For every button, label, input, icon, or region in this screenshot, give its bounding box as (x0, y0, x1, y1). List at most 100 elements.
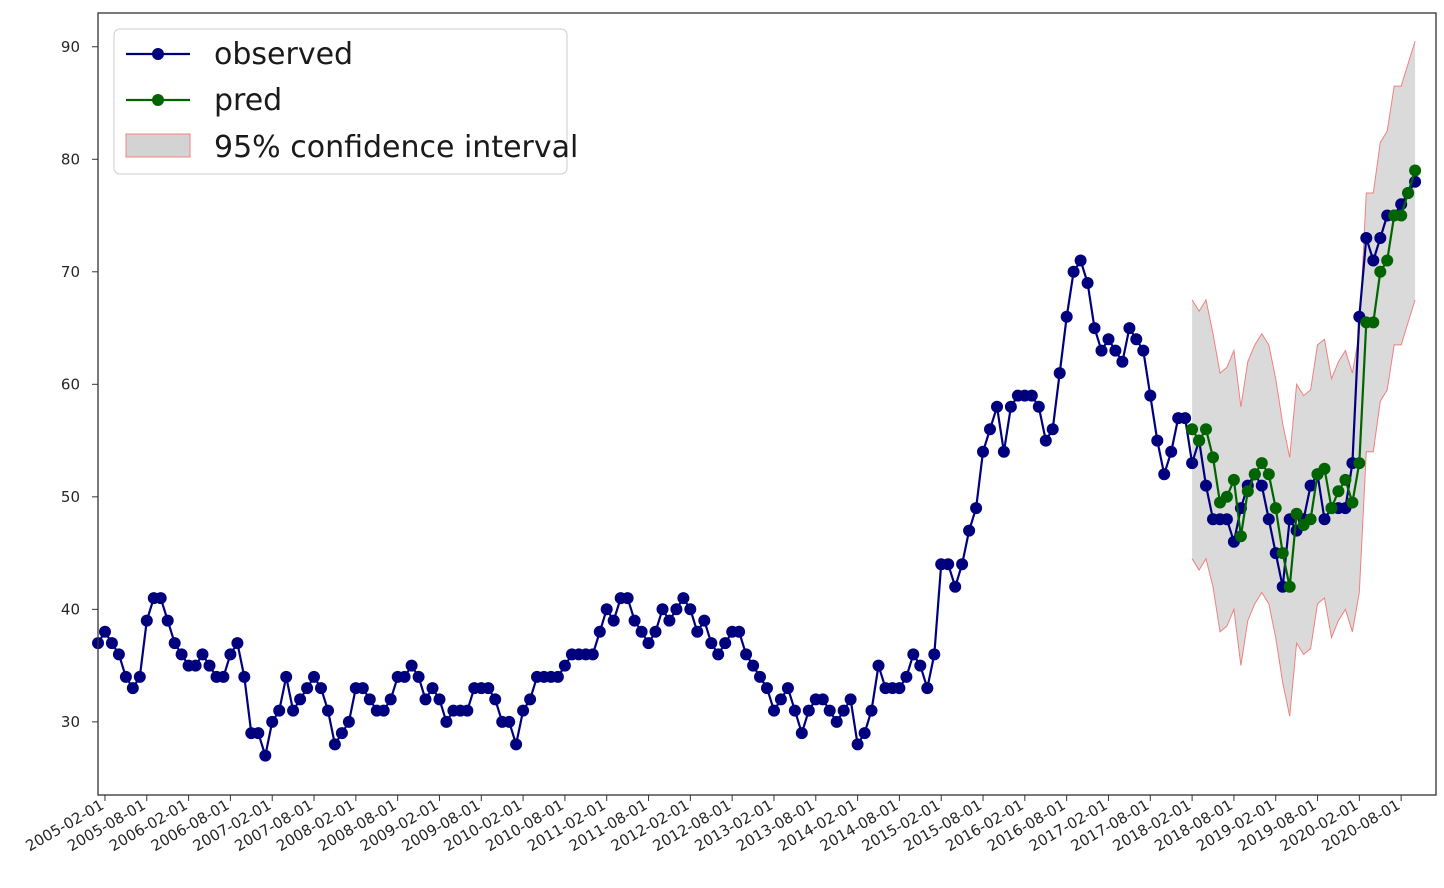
data-point-observed (342, 715, 355, 728)
data-point-observed (1179, 412, 1192, 425)
data-point-pred (1276, 547, 1289, 560)
legend-ci-patch (125, 133, 191, 158)
data-point-observed (747, 659, 760, 672)
data-point-observed (956, 558, 969, 571)
data-point-pred (1207, 451, 1219, 464)
data-point-observed (133, 670, 146, 683)
confidence-band-upper-edge (1191, 40, 1416, 458)
data-point-observed (203, 659, 216, 672)
legend-label-observed: observed (214, 37, 353, 72)
data-point-observed (663, 614, 676, 627)
data-point-observed (719, 637, 732, 650)
data-point-observed (1053, 367, 1066, 380)
data-point-pred (1290, 507, 1303, 520)
series-pred (1186, 164, 1422, 593)
data-point-observed (802, 704, 815, 717)
data-point-observed (1074, 254, 1087, 267)
data-point-observed (1046, 423, 1059, 436)
legend-box (113, 28, 568, 175)
confidence-band-layer (1191, 40, 1416, 717)
data-point-observed (754, 670, 766, 683)
data-point-observed (196, 648, 209, 661)
data-point-observed (335, 727, 348, 740)
data-point-observed (942, 558, 955, 571)
data-point-observed (328, 738, 341, 751)
data-point-observed (217, 670, 230, 683)
data-point-observed (259, 749, 272, 762)
data-point-observed (287, 704, 300, 717)
data-point-observed (363, 693, 376, 706)
x-axis: 2005-02-012005-08-012006-02-012006-08-01… (22, 795, 1403, 855)
data-point-observed (649, 625, 662, 638)
data-point-pred (1255, 457, 1268, 470)
data-point-pred (1339, 473, 1352, 486)
data-point-observed (984, 423, 996, 436)
data-point-pred (1262, 468, 1275, 481)
data-point-observed (384, 693, 397, 706)
data-point-observed (426, 682, 439, 695)
y-tick-label: 40 (61, 600, 80, 618)
data-point-observed (1262, 513, 1275, 526)
data-point-observed (252, 727, 265, 740)
data-point-observed (1039, 434, 1052, 447)
data-point-observed (398, 670, 411, 683)
y-tick-label: 50 (61, 488, 80, 506)
data-point-observed (1067, 265, 1080, 278)
data-point-observed (1158, 468, 1171, 481)
data-point-observed (642, 637, 655, 650)
data-point-observed (405, 659, 418, 672)
data-point-observed (119, 670, 132, 683)
data-point-observed (1367, 254, 1380, 267)
data-point-observed (1060, 310, 1073, 323)
data-point-observed (788, 704, 801, 717)
data-point-pred (1318, 462, 1331, 475)
data-point-observed (851, 738, 864, 751)
data-point-observed (1025, 389, 1038, 402)
data-point-observed (1081, 277, 1094, 289)
data-point-observed (921, 682, 934, 695)
data-point-observed (461, 704, 474, 717)
data-point-pred (1332, 485, 1345, 498)
data-point-observed (126, 682, 139, 695)
data-point-observed (656, 603, 669, 616)
data-point-observed (691, 625, 704, 638)
series-line-observed (97, 181, 1417, 757)
data-point-observed (900, 670, 913, 683)
data-point-observed (308, 670, 320, 683)
data-point-observed (1220, 513, 1233, 526)
data-point-observed (949, 580, 962, 593)
legend-item-confidence-interval: 95% confidence interval (125, 130, 578, 165)
legend-label-pred: pred (214, 83, 282, 118)
data-point-observed (140, 614, 153, 627)
y-tick-label: 60 (61, 375, 80, 393)
data-point-observed (489, 693, 502, 706)
data-point-observed (698, 614, 711, 627)
data-point-pred (1269, 502, 1282, 515)
legend-pred-marker (152, 94, 164, 106)
data-point-observed (928, 648, 941, 661)
data-point-observed (154, 592, 167, 605)
data-point-pred (1346, 496, 1359, 509)
data-point-observed (761, 682, 773, 695)
data-point-observed (1095, 344, 1108, 357)
data-point-pred (1283, 580, 1296, 593)
data-point-pred (1325, 502, 1338, 515)
data-point-observed (1318, 513, 1331, 526)
data-point-observed (586, 648, 599, 661)
data-point-observed (112, 648, 125, 661)
data-point-observed (997, 445, 1010, 458)
data-point-observed (419, 693, 432, 706)
series-observed (92, 175, 1422, 762)
data-point-pred (1374, 265, 1387, 278)
data-point-observed (872, 659, 885, 672)
data-point-pred (1395, 209, 1408, 222)
data-point-observed (231, 637, 244, 650)
data-point-observed (1102, 333, 1115, 346)
data-point-observed (816, 693, 829, 706)
data-point-observed (161, 614, 174, 627)
data-point-observed (907, 648, 920, 661)
data-point-observed (621, 592, 634, 605)
legend-item-observed: observed (126, 37, 353, 72)
data-point-observed (1137, 344, 1150, 357)
